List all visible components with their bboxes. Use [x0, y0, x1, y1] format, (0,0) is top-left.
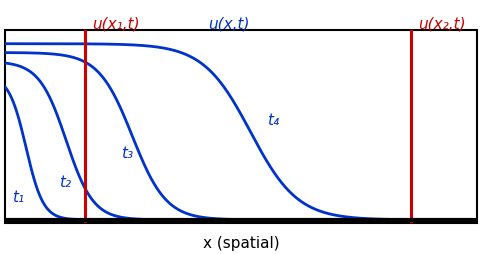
Text: t₁: t₁ [12, 190, 24, 205]
Text: t₄: t₄ [267, 113, 279, 128]
Text: x (spatial): x (spatial) [203, 235, 279, 250]
Text: u(x,t): u(x,t) [208, 17, 249, 31]
Text: u(x₂,t): u(x₂,t) [418, 17, 466, 31]
Text: u(x₁,t): u(x₁,t) [92, 17, 140, 31]
Text: t₃: t₃ [120, 146, 133, 161]
Text: t₂: t₂ [59, 174, 71, 189]
